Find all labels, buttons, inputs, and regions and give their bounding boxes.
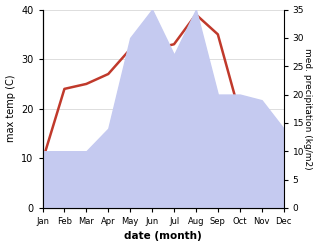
X-axis label: date (month): date (month): [124, 231, 202, 242]
Y-axis label: max temp (C): max temp (C): [5, 75, 16, 143]
Y-axis label: med. precipitation (kg/m2): med. precipitation (kg/m2): [303, 48, 313, 169]
